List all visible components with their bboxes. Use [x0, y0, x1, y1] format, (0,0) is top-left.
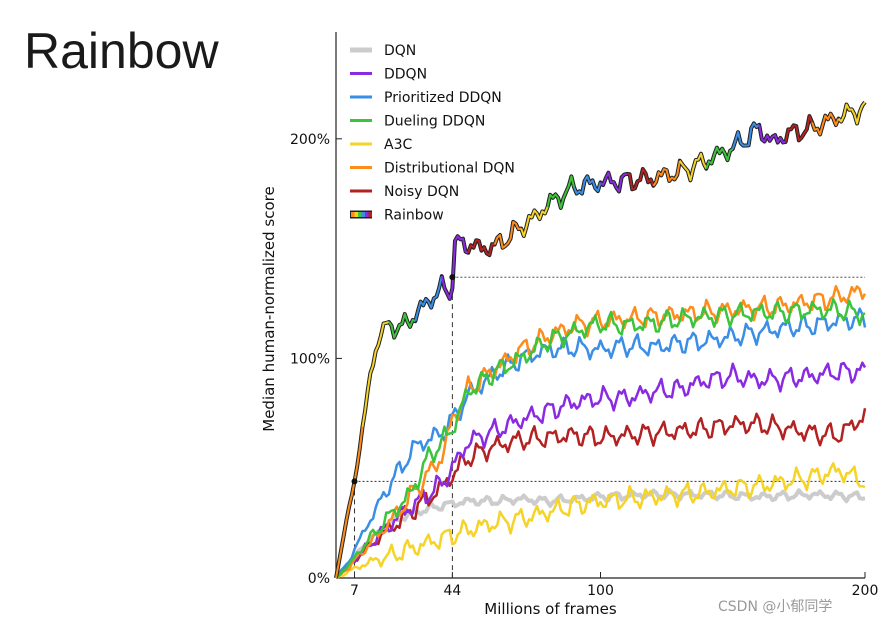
series-line-rainbow-segment-15	[731, 122, 760, 150]
series-line-rainbow-segment-17	[784, 115, 814, 143]
series-line-dueling-ddqn	[335, 298, 866, 579]
series-line-rainbow-segment-19	[837, 101, 866, 125]
series-line-rainbow-segment-0	[335, 426, 364, 579]
legend-swatch-rainbow-band-1	[354, 212, 358, 217]
legend-label-ddqn: DDQN	[384, 67, 427, 83]
series-line-rainbow-segment-18	[811, 112, 840, 136]
plot-area: 0% 100% 200% 7 44 100 200 Millions of frames Med…	[260, 32, 878, 618]
series-line-rainbow-segment-12	[652, 160, 681, 187]
x-tick-label-2: 100	[587, 583, 614, 599]
legend-swatch-rainbow-band-5	[368, 212, 372, 217]
legend-label-dueling-ddqn: Dueling DDQN	[384, 114, 485, 130]
y-tick-label-1: 100%	[290, 351, 330, 367]
x-tick-label-1: 44	[443, 583, 461, 599]
x-axis-title: Millions of frames	[484, 600, 617, 618]
series-line-ddqn	[335, 361, 867, 579]
x-tick-label-0: 7	[350, 583, 359, 599]
series-line-rainbow-segment-5	[467, 239, 495, 257]
series-line-a3c	[335, 462, 866, 580]
slide-title: Rainbow	[24, 23, 219, 79]
legend-label-rainbow: Rainbow	[384, 208, 444, 224]
series-line-rainbow-segment-13	[679, 152, 708, 182]
series-line-rainbow-segment-4	[440, 235, 469, 300]
watermark: CSDN @小郁同学	[718, 599, 833, 615]
series-line-rainbow-segment-14	[705, 146, 734, 170]
series-line-rainbow-segment-3	[414, 275, 443, 322]
score-marker-1	[449, 274, 456, 281]
y-tick-label-0: 0%	[308, 571, 330, 587]
legend-label-distributional-dqn: Distributional DQN	[384, 161, 515, 177]
legend-swatch-rainbow-band-3	[361, 212, 365, 217]
series-line-rainbow-segment-11	[626, 168, 655, 191]
series-line-rainbow-segment-1	[361, 321, 390, 428]
x-tick-label-3: 200	[852, 583, 879, 599]
series-line-rainbow-segment-9	[573, 175, 602, 195]
series-line-rainbow-segment-8	[546, 175, 576, 209]
series-line-rainbow-segment-6	[493, 220, 522, 249]
y-tick-label-2: 200%	[290, 132, 330, 148]
series-line-rainbow-segment-7	[520, 206, 549, 237]
y-axis-title: Median human-normalized score	[260, 186, 278, 432]
score-marker-0	[351, 478, 358, 485]
legend-label-a3c: A3C	[384, 137, 412, 153]
legend-label-dqn: DQN	[384, 43, 416, 59]
series-line-prioritized-ddqn	[334, 307, 867, 579]
series-line-rainbow-segment-16	[758, 124, 786, 144]
series-line-dqn	[334, 487, 866, 580]
legend-label-noisy-dqn: Noisy DQN	[384, 184, 459, 200]
series-line-rainbow-segment-10	[599, 171, 628, 193]
legend-swatch-rainbow-band-0	[351, 212, 355, 217]
legend-swatch-rainbow-band-2	[358, 212, 362, 217]
series-line-rainbow-segment-2	[388, 313, 416, 339]
legend-label-prioritized-ddqn: Prioritized DDQN	[384, 90, 502, 106]
legend-swatch-rainbow-band-4	[365, 212, 369, 217]
